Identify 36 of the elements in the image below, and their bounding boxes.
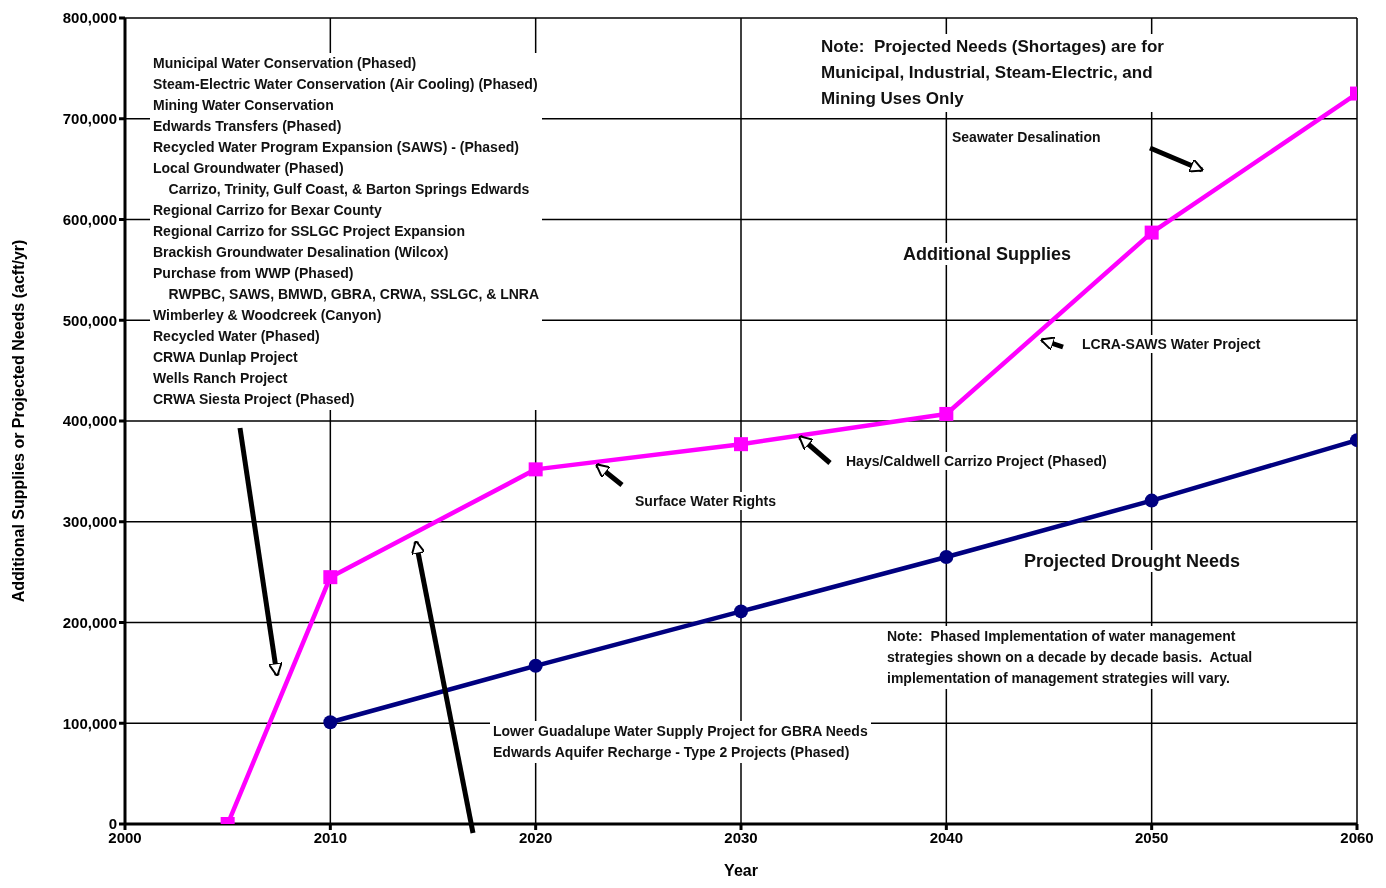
annotation: Projected Drought Needs [1021, 550, 1244, 572]
point [1144, 225, 1159, 240]
x-tick-label: 2030 [724, 828, 758, 846]
x-tick-label: 2040 [929, 828, 964, 846]
y-tick-label: 200,000 [62, 613, 117, 631]
y-tick-label: 400,000 [62, 412, 117, 430]
point [1144, 493, 1159, 508]
point [734, 604, 748, 619]
y-tick-label: 700,000 [62, 110, 117, 128]
text: Municipal Water Conservation (Phased) Steam-Electric Water Conservation (Air Cooling) (Phased) Mining Water Conservation Edwards Transfers (Phased) Recycled Water Program Expansion (SAWS) - (Phased) Local Groundwater (Phased) Carrizo, Trinity, Gulf Coast, & Barton Springs Edwards Regional Carrizo for Bexar County Regional Carrizo for SSLGC Project Expansion Brackish Groundwater Desalination (Wilcox) Purchase from WWP (Phased) RWPBC, SAWS, BMWD, GBRA, CRWA, SSLGC, & LNRA Wimberley & Woodcreek (Canyon) Recycled Water (Phased) CRWA Dunlap Project Wells Ranch Project CRWA Siesta Project (Phased) [153, 55, 540, 407]
x-tick-label: 2010 [313, 828, 348, 846]
y-tick-label: 800,000 [62, 9, 117, 27]
x-tick-label: 2060 [1340, 828, 1374, 846]
point [939, 550, 954, 565]
y-axis-title: Additional Supplies or Projected Needs (acft/yr) [9, 239, 27, 603]
y-tick-label: 300,000 [62, 513, 117, 531]
annotation: Note: Projected Needs (Shortages) are for Municipal, Industrial, Steam-Electric, and Mining Uses Only [818, 34, 1167, 112]
point [939, 406, 954, 421]
annotation: Lower Guadalupe Water Supply Project for GBRA Needs Edwards Aquifer Recharge - Type 2 Projects (Phased) [490, 721, 871, 763]
point [528, 462, 543, 477]
annotation: LCRA-SAWS Water Project [1079, 335, 1264, 353]
annotation: Surface Water Rights [632, 492, 780, 510]
point [528, 658, 543, 673]
point [734, 437, 748, 452]
y-tick-label: 100,000 [62, 714, 117, 732]
annotation: Additional Supplies [900, 243, 1075, 265]
point [323, 715, 338, 730]
x-tick-label: 2050 [1134, 828, 1169, 846]
y-tick-label: 600,000 [62, 210, 117, 228]
annotation: Note: Phased Implementation of water management strategies shown on a decade by decade basis. Actual implementation of management strategies will vary. [884, 626, 1256, 689]
annotation: Hays/Caldwell Carrizo Project (Phased) [843, 452, 1110, 470]
x-axis-title: Year [724, 862, 758, 879]
x-tick-label: 2020 [518, 828, 553, 846]
annotation: Seawater Desalination [949, 128, 1104, 146]
y-tick-label: 500,000 [62, 311, 117, 329]
point [323, 570, 338, 585]
